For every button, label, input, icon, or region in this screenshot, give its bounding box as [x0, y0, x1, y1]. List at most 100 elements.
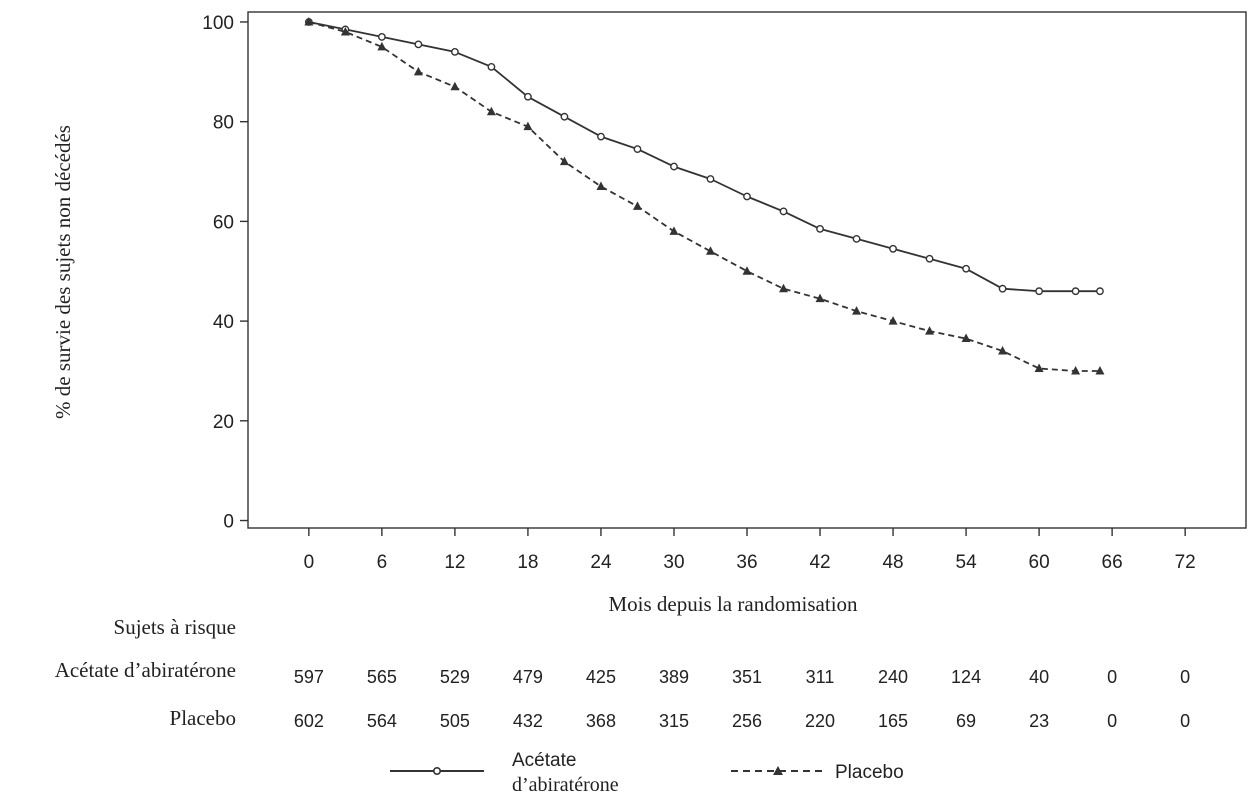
- point-abiraterone-21: [1071, 287, 1080, 296]
- point-abiraterone-17: [925, 254, 934, 263]
- point-abiraterone-8: [597, 132, 605, 141]
- point-placebo-21: [1071, 365, 1081, 375]
- risk-value-abiraterone-60: 40: [1029, 667, 1049, 687]
- y-axis-title: % de survie des sujets non décédés: [51, 125, 75, 419]
- x-tick-label-30: 30: [663, 552, 684, 573]
- legend-entry-placebo: Placebo: [731, 762, 904, 783]
- point-abiraterone-7: [560, 112, 569, 121]
- point-placebo-17: [925, 326, 935, 335]
- risk-value-abiraterone-48: 240: [878, 667, 908, 687]
- point-placebo-13: [779, 283, 789, 293]
- y-tick-label-0: 0: [223, 512, 234, 533]
- x-tick-label-54: 54: [956, 552, 978, 573]
- risk-row-label-abiraterone: Acétate d’abiratérone: [55, 658, 236, 682]
- point-placebo-8: [596, 181, 606, 190]
- point-placebo-18: [961, 333, 971, 343]
- point-placebo-20: [1034, 363, 1044, 372]
- point-abiraterone-10: [670, 162, 678, 171]
- x-axis: 0 6 12 18 24 30 36 42 48 54 60 66 72: [304, 528, 1196, 573]
- point-abiraterone-11: [706, 175, 715, 183]
- legend-label-abiraterone-line1: Acétate: [512, 750, 576, 771]
- risk-value-abiraterone-0: 597: [294, 667, 324, 687]
- legend: Acétate d’abiratérone Placebo: [390, 750, 904, 796]
- risk-value-placebo-24: 368: [586, 711, 616, 731]
- point-placebo-3: [413, 66, 423, 76]
- legend-marker-abiraterone: [432, 766, 441, 775]
- point-placebo-16: [888, 316, 898, 325]
- risk-value-placebo-0: 602: [294, 711, 324, 731]
- x-tick-label-6: 6: [377, 552, 388, 573]
- x-axis-title: Mois depuis la randomisation: [608, 592, 858, 616]
- point-placebo-9: [632, 201, 642, 210]
- point-placebo-19: [998, 346, 1008, 355]
- risk-value-abiraterone-42: 311: [806, 667, 835, 687]
- point-placebo-10: [669, 226, 679, 235]
- point-abiraterone-2: [377, 33, 386, 41]
- point-abiraterone-13: [779, 207, 788, 216]
- risk-table: Sujets à risque Acétate d’abiratérone Pl…: [55, 615, 1190, 731]
- point-placebo-7: [559, 156, 569, 166]
- legend-entry-abiraterone: Acétate d’abiratérone: [390, 750, 619, 796]
- legend-marker-placebo: [773, 766, 783, 775]
- risk-row-label-placebo: Placebo: [170, 706, 236, 730]
- x-tick-label-0: 0: [304, 552, 315, 573]
- point-placebo-2: [377, 41, 387, 51]
- y-tick-label-80: 80: [213, 113, 234, 134]
- legend-label-abiraterone-line2: d’abiratérone: [512, 774, 619, 796]
- point-abiraterone-9: [633, 145, 642, 154]
- risk-value-placebo-12: 505: [440, 711, 470, 731]
- risk-value-placebo-30: 315: [659, 711, 689, 731]
- risk-value-placebo-66: 0: [1107, 711, 1117, 731]
- risk-value-placebo-54: 69: [956, 711, 976, 731]
- point-abiraterone-22: [1096, 287, 1104, 296]
- point-placebo-15: [852, 306, 862, 315]
- risk-value-abiraterone-30: 389: [659, 667, 689, 687]
- legend-label-placebo: Placebo: [835, 762, 904, 783]
- risk-value-abiraterone-18: 479: [513, 667, 543, 687]
- risk-value-placebo-6: 564: [367, 711, 397, 731]
- x-tick-label-36: 36: [736, 552, 757, 573]
- x-tick-label-42: 42: [809, 552, 830, 573]
- point-abiraterone-20: [1035, 287, 1043, 296]
- series-line-abiraterone: [308, 21, 1100, 293]
- point-abiraterone-12: [743, 192, 751, 201]
- point-placebo-6: [523, 121, 533, 131]
- point-abiraterone-3: [414, 40, 423, 49]
- point-placebo-12: [742, 266, 752, 275]
- point-placebo-4: [450, 81, 460, 91]
- x-tick-label-72: 72: [1175, 552, 1196, 573]
- y-tick-label-40: 40: [213, 312, 234, 333]
- point-placebo-14: [815, 293, 825, 303]
- risk-value-placebo-48: 165: [878, 711, 908, 731]
- point-placebo-22: [1095, 365, 1105, 375]
- point-placebo-11: [705, 246, 715, 255]
- risk-value-abiraterone-36: 351: [732, 667, 762, 687]
- point-abiraterone-4: [451, 47, 459, 56]
- series-layer: [304, 16, 1105, 375]
- x-tick-label-12: 12: [444, 552, 465, 573]
- point-placebo-1: [340, 26, 350, 36]
- x-tick-label-18: 18: [517, 552, 538, 573]
- y-tick-label-100: 100: [202, 13, 234, 34]
- risk-value-placebo-72: 0: [1180, 711, 1190, 731]
- risk-value-placebo-36: 256: [732, 711, 762, 731]
- point-placebo-0: [304, 16, 314, 26]
- y-axis: 0 20 40 60 80 100: [202, 13, 248, 533]
- point-abiraterone-15: [852, 234, 861, 243]
- point-placebo-5: [486, 106, 496, 116]
- risk-value-abiraterone-72: 0: [1180, 667, 1190, 687]
- risk-value-placebo-60: 23: [1029, 711, 1049, 731]
- series-line-placebo: [308, 21, 1100, 372]
- point-abiraterone-5: [487, 62, 496, 71]
- risk-values: 597 565 529 479 425 389 351 311 240 124 40 0 0 602 564…: [294, 667, 1190, 731]
- x-tick-label-66: 66: [1102, 552, 1123, 573]
- risk-table-title: Sujets à risque: [114, 615, 236, 639]
- risk-value-abiraterone-12: 529: [440, 667, 470, 687]
- point-abiraterone-19: [998, 284, 1007, 293]
- risk-value-placebo-18: 432: [513, 711, 543, 731]
- point-abiraterone-16: [889, 244, 897, 253]
- point-abiraterone-18: [962, 264, 970, 273]
- point-abiraterone-6: [524, 92, 532, 101]
